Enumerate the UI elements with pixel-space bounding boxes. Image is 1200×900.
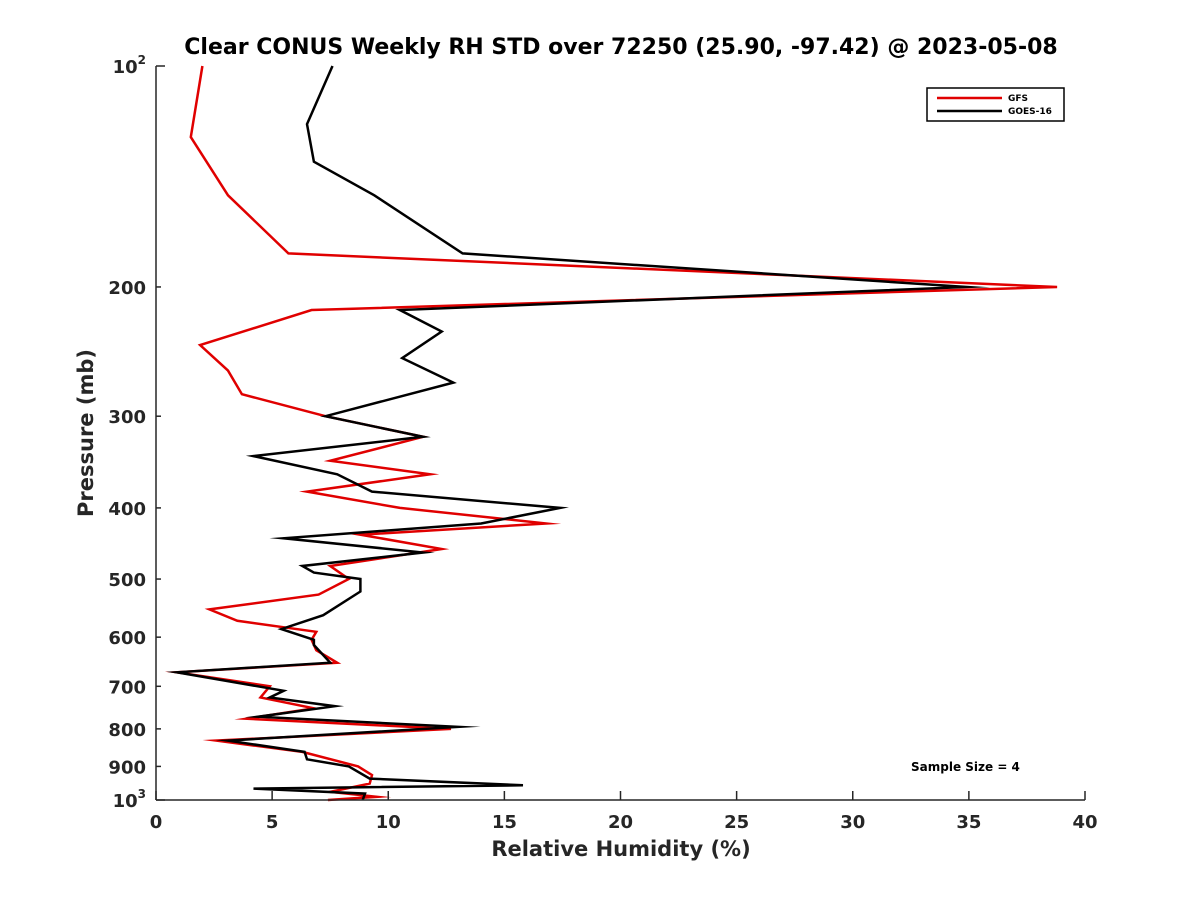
plot-area: 0 5 10 15 20 25 30 35 40 102 200 300 400 500 600 700 800… [108,53,1097,833]
series-line-goes-16 [166,65,990,801]
y-tick-label: 500 [108,570,146,591]
x-tick-label: 35 [956,812,981,833]
y-tick-label: 800 [108,720,146,741]
legend: GFS GOES-16 [926,87,1065,122]
y-tick-label: 400 [108,499,146,520]
legend-box [926,87,1065,122]
y-tick-label: 102 [113,53,146,78]
y-tick-exponent: 3 [138,787,146,801]
x-tick-label: 0 [150,812,163,833]
sample-size-annotation: Sample Size = 4 [911,760,1020,774]
x-tick-label: 30 [840,812,865,833]
y-tick-label: 900 [108,757,146,778]
x-tick-label: 15 [492,812,517,833]
legend-label: GOES-16 [1008,107,1052,117]
y-tick-label: 200 [108,278,146,299]
x-tick-label: 25 [724,812,749,833]
y-tick-label: 600 [108,628,146,649]
x-tick-label: 5 [266,812,279,833]
y-axis-label: Pressure (mb) [74,349,98,517]
x-tick-label: 20 [608,812,633,833]
x-tick-label: 10 [376,812,401,833]
y-tick-exponent: 2 [138,53,146,67]
x-tick-label: 40 [1072,812,1097,833]
chart-title: Clear CONUS Weekly RH STD over 72250 (25… [184,35,1057,60]
y-tick-label: 300 [108,407,146,428]
y-tick-label: 700 [108,677,146,698]
legend-label: GFS [1008,94,1028,104]
y-tick-label: 103 [113,787,146,812]
x-axis-label: Relative Humidity (%) [491,837,750,861]
series-line-gfs [164,65,1058,802]
